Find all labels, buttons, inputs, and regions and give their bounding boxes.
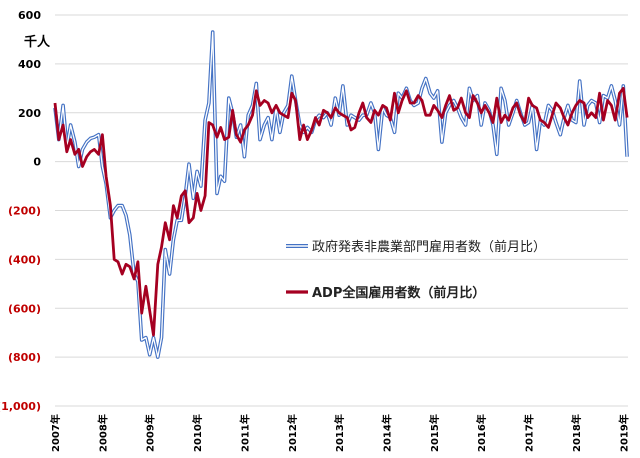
- y-tick-label: 600: [18, 9, 41, 22]
- legend-label-adp: ADP全国雇用者数（前月比）: [312, 285, 485, 301]
- x-tick-label: 2008年: [96, 414, 109, 452]
- y-tick-label: (1,000): [0, 400, 41, 413]
- x-tick-label: 2015年: [428, 414, 441, 452]
- y-tick-label: (200): [8, 205, 41, 218]
- x-tick-label: 2010年: [191, 414, 204, 452]
- x-tick-label: 2014年: [380, 414, 393, 452]
- series-line-adp: [53, 86, 629, 337]
- y-tick-label: 0: [33, 156, 41, 169]
- gridlines: [55, 14, 628, 407]
- x-tick-label: 2019年: [617, 414, 630, 452]
- x-axis-ticks: 2007年 2008年 2009年 2010年 2011年 2012年 2013年 2014年…: [49, 414, 630, 452]
- legend: 政府発表非農業部門雇用者数（前月比） ADP全国雇用者数（前月比）: [286, 239, 546, 301]
- legend-item-nfp: 政府発表非農業部門雇用者数（前月比）: [286, 239, 546, 255]
- x-tick-label: 2007年: [49, 414, 62, 452]
- series-line-nfp-inner: [54, 31, 628, 358]
- x-tick-label: 2018年: [570, 414, 583, 452]
- y-tick-label: (400): [8, 253, 41, 266]
- y-tick-label: 200: [18, 107, 41, 120]
- x-tick-label: 2016年: [475, 414, 488, 452]
- y-tick-label: 400: [18, 58, 41, 71]
- y-tick-label: (600): [8, 302, 41, 315]
- x-tick-label: 2011年: [238, 414, 251, 452]
- x-tick-label: 2017年: [523, 414, 536, 452]
- x-tick-label: 2009年: [144, 414, 157, 452]
- x-tick-label: 2012年: [286, 414, 299, 452]
- legend-label-nfp: 政府発表非農業部門雇用者数（前月比）: [312, 239, 546, 255]
- y-tick-label: (800): [8, 351, 41, 364]
- legend-item-adp: ADP全国雇用者数（前月比）: [286, 285, 485, 301]
- x-tick-label: 2013年: [333, 414, 346, 452]
- y-axis-unit-label: 千人: [24, 34, 51, 50]
- y-axis-ticks: 600 400 200 0 (200) (400) (600) (800) (1,000): [0, 9, 41, 413]
- series-lines: [53, 30, 629, 359]
